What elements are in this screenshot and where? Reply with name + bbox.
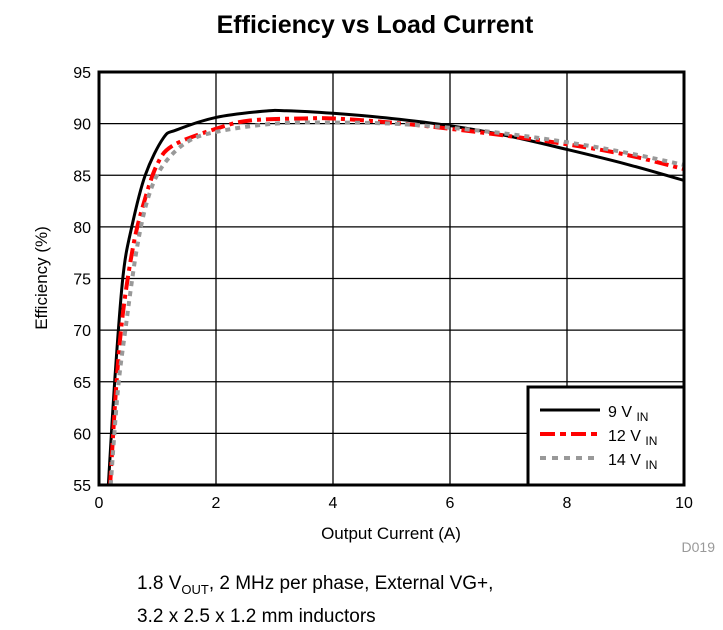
x-tick-label: 2 — [212, 495, 221, 512]
x-tick-label: 0 — [95, 495, 104, 512]
plot-frame — [97, 70, 686, 487]
y-tick-label: 70 — [73, 323, 91, 340]
series-line-2 — [108, 120, 684, 485]
x-tick-label: 6 — [446, 495, 455, 512]
y-tick-label: 55 — [73, 478, 91, 495]
y-tick-label: 80 — [73, 220, 91, 237]
series-line-1 — [108, 116, 684, 485]
x-axis-label: Output Current (A) — [321, 524, 461, 543]
chart-title: Efficiency vs Load Current — [217, 11, 534, 39]
y-tick-label: 95 — [73, 65, 91, 82]
caption-sub: OUT — [181, 581, 209, 597]
caption-line2: 3.2 x 2.5 x 1.2 mm inductors — [137, 605, 376, 627]
figure-code: D019 — [682, 539, 716, 555]
y-tick-label: 60 — [73, 426, 91, 443]
x-tick-label: 8 — [563, 495, 572, 512]
y-tick-label: 75 — [73, 272, 91, 289]
y-tick-label: 85 — [73, 168, 91, 185]
y-tick-label: 90 — [73, 117, 91, 134]
caption-rest: , 2 MHz per phase, External VG+, — [208, 573, 494, 594]
x-tick-label: 10 — [675, 495, 693, 512]
caption: 1.8 VOUT, 2 MHz per phase, External VG+,… — [137, 570, 493, 630]
y-tick-label: 65 — [73, 375, 91, 392]
legend-label-1: 12 V IN — [608, 428, 657, 448]
caption-vout: 1.8 V — [137, 573, 182, 594]
x-tick-label: 4 — [329, 495, 338, 512]
legend-label-2: 14 V IN — [608, 452, 657, 472]
y-axis-label: Efficiency (%) — [32, 226, 51, 330]
